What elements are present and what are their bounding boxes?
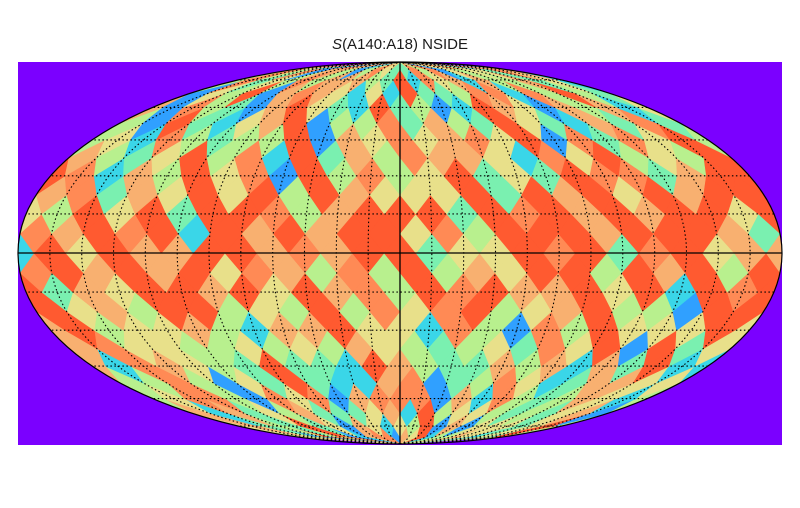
title-text: (A140:A18) NSIDE: [342, 36, 468, 53]
map-pixel: [781, 233, 782, 273]
meridian-line: [81, 62, 401, 444]
meridian-line: [144, 62, 401, 444]
title-symbol: S: [332, 36, 343, 53]
map-pixel: [399, 62, 444, 70]
meridian-line: [399, 62, 751, 444]
map-boundary: [17, 61, 783, 445]
map-pixel: [399, 62, 418, 70]
meridian-line: [399, 62, 719, 444]
meridian-line: [49, 62, 401, 444]
map-pixel: [288, 436, 401, 444]
map-pixel: [399, 62, 435, 70]
map-pixel: [779, 252, 782, 293]
meridian-line: [399, 62, 497, 444]
map-pixel: [365, 62, 401, 70]
meridian-line: [367, 62, 401, 444]
meridian-line: [112, 62, 401, 444]
meridian-line: [303, 62, 401, 444]
map-pixel: [356, 62, 401, 70]
meridian-line: [399, 62, 688, 444]
meridian-line: [399, 62, 433, 444]
map-pixel: [18, 252, 21, 293]
map-pixel: [382, 62, 401, 70]
map-pixel: [399, 436, 512, 444]
main-axes: [18, 62, 782, 444]
healpix-pixels: [18, 62, 782, 444]
chart-title: S(A140:A18) NSIDE: [0, 36, 800, 53]
map-pixel: [348, 62, 401, 70]
meridian-line: [399, 62, 656, 444]
map-pixel: [18, 233, 19, 273]
map-pixel: [779, 213, 782, 254]
map-pixel: [399, 62, 452, 70]
map-pixel: [18, 213, 21, 254]
